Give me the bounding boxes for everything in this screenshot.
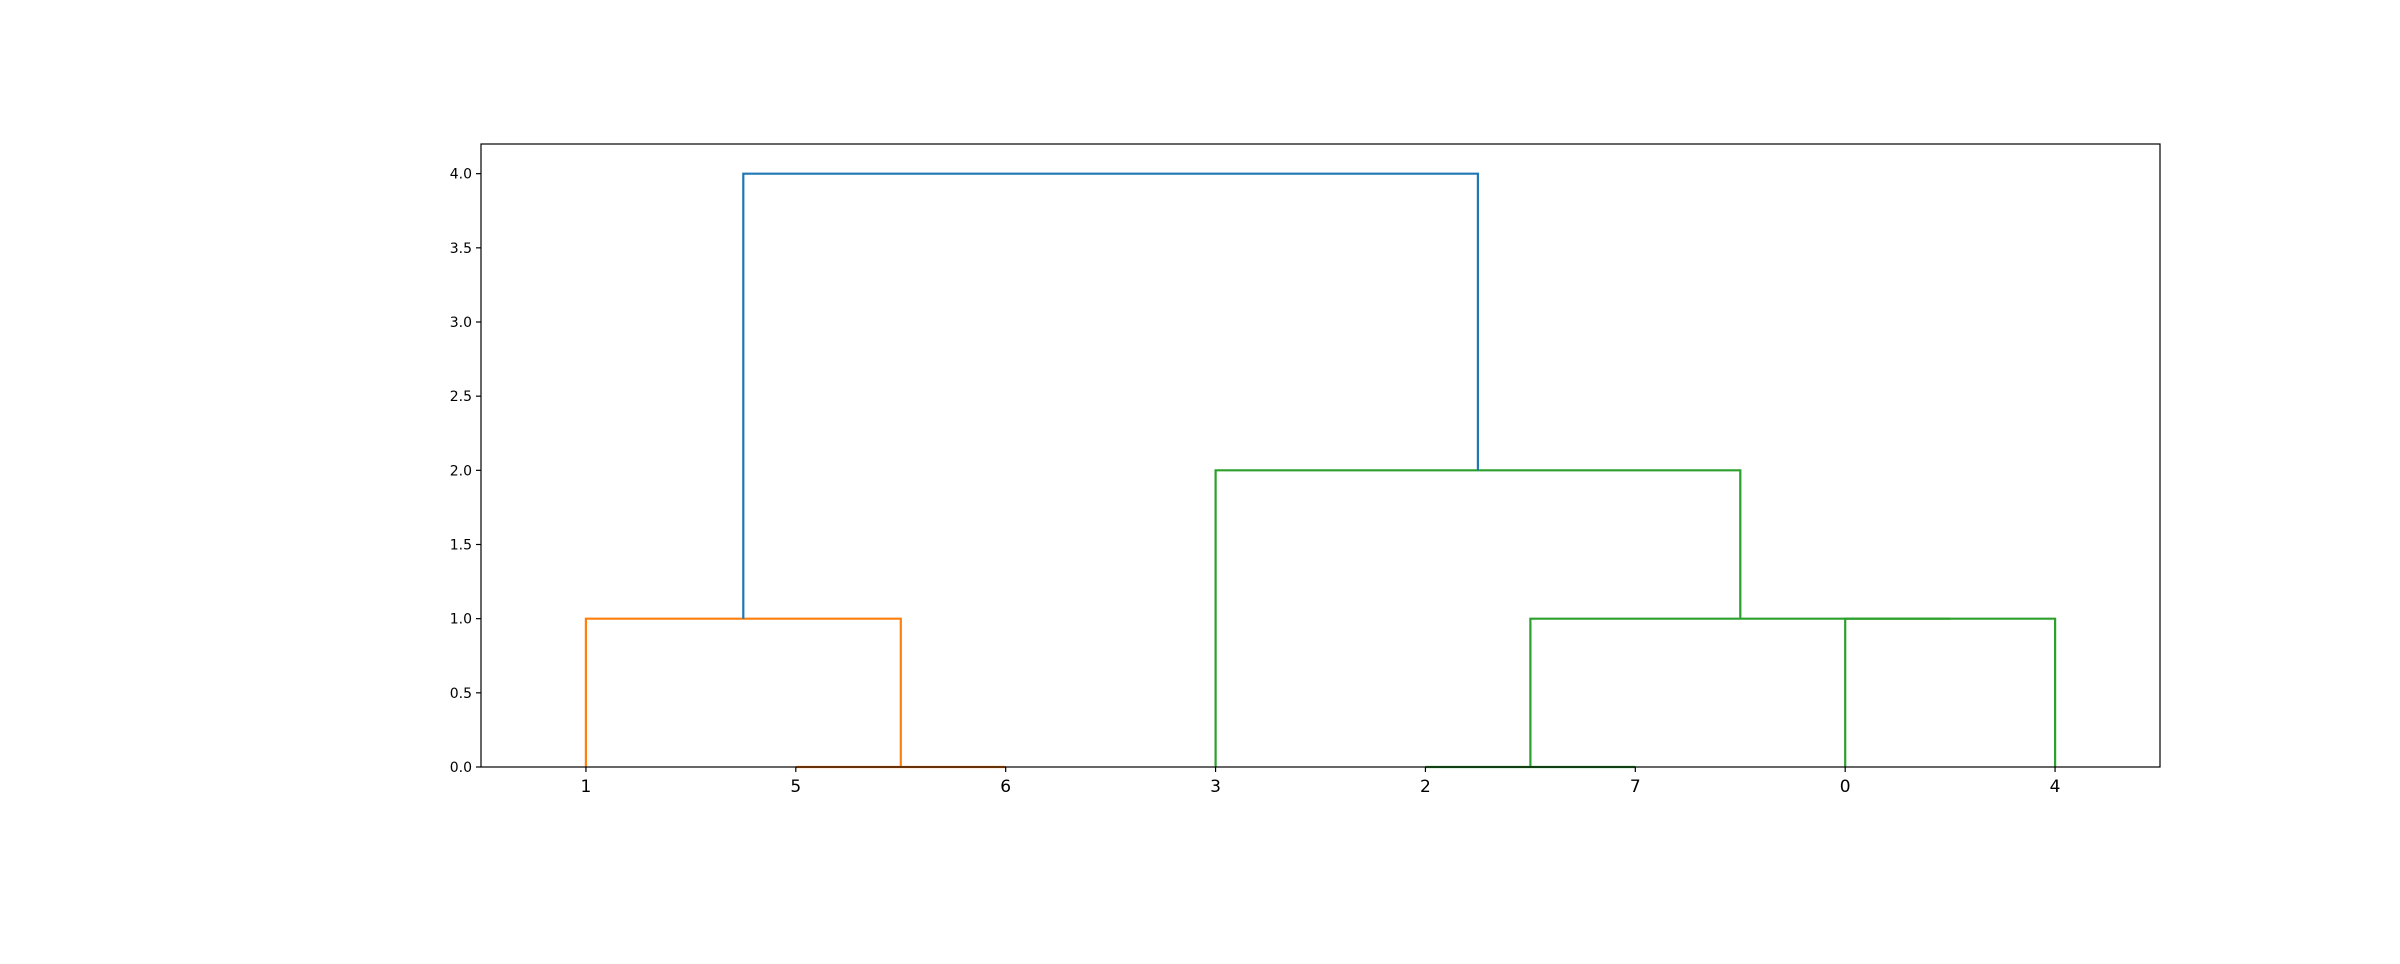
leaf-label: 3: [1210, 777, 1221, 797]
leaf-label: 5: [790, 777, 801, 797]
leaf-label: 0: [1840, 777, 1851, 797]
y-tick-label: 0.5: [450, 686, 472, 702]
leaf-label: 2: [1420, 777, 1431, 797]
leaf-label: 4: [2050, 777, 2061, 797]
dendrogram-link-3: [1844, 617, 2057, 767]
y-tick-label: 1.5: [450, 538, 472, 554]
y-tick-label: 3.5: [450, 241, 472, 257]
y-tick-label: 2.5: [450, 389, 472, 405]
dendrogram-link-4: [1529, 617, 1951, 767]
y-tick-label: 2.0: [450, 463, 472, 479]
y-tick-label: 3.0: [450, 315, 472, 331]
y-axis: 0.0 0.5 1.0 1.5 2.0 2.5 3.0 3.5 4.0: [450, 167, 481, 776]
dendrogram-links: [584, 172, 2057, 769]
y-tick-label: 0.0: [450, 760, 472, 776]
leaf-label: 1: [581, 777, 592, 797]
leaf-label: 6: [1000, 777, 1011, 797]
axes-frame: [480, 143, 2161, 768]
leaf-label: 7: [1630, 777, 1641, 797]
dendrogram-link-1: [584, 617, 902, 767]
x-axis: 1 5 6 3 2 7 0 4: [581, 767, 2061, 797]
y-tick-label: 4.0: [450, 167, 472, 183]
y-tick-label: 1.0: [450, 612, 472, 628]
dendrogram-link-6: [742, 172, 1480, 619]
